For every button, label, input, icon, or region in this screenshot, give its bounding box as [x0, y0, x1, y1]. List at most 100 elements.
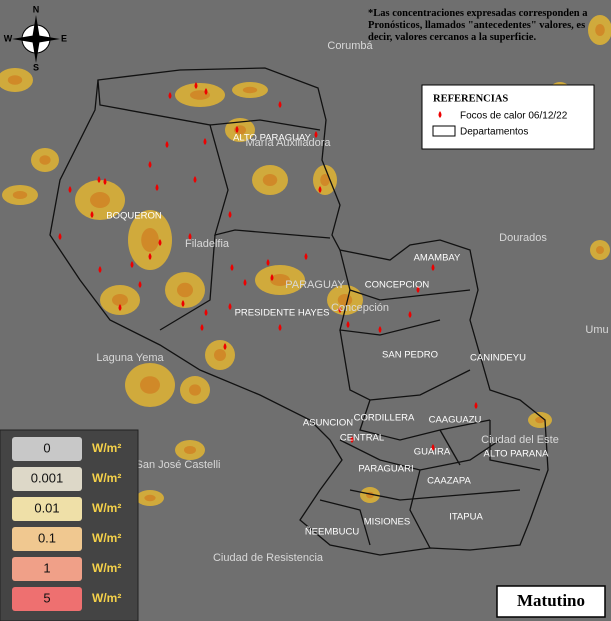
- place-label: San José Castelli: [136, 459, 221, 471]
- fire-point: [158, 239, 162, 246]
- place-label: Dourados: [499, 232, 547, 244]
- department-label: ITAPUA: [449, 512, 483, 523]
- fire-point: [228, 303, 232, 310]
- department-label: AMAMBAY: [414, 253, 461, 264]
- heat-core: [39, 155, 51, 165]
- heat-core: [320, 174, 330, 186]
- fire-point: [431, 264, 435, 271]
- scale-value: 0.01: [34, 500, 59, 515]
- fire-point: [148, 161, 152, 168]
- fire-point: [278, 101, 282, 108]
- place-label: Umu: [585, 324, 608, 336]
- legend-item: Focos de calor 06/12/22: [460, 111, 568, 122]
- scale-value: 1: [43, 560, 50, 575]
- heat-core: [141, 228, 159, 252]
- compass: N S E W: [4, 4, 67, 72]
- fire-point: [304, 253, 308, 260]
- department-label: ASUNCION: [303, 418, 353, 429]
- heat-core: [189, 384, 201, 396]
- fire-point: [228, 211, 232, 218]
- fire-point: [148, 253, 152, 260]
- scale-swatch: [12, 497, 82, 521]
- heat-core: [214, 349, 226, 361]
- compass-n: N: [33, 4, 40, 14]
- fire-point: [58, 233, 62, 240]
- fire-point: [194, 82, 198, 89]
- fire-point: [338, 306, 342, 313]
- heat-core: [184, 446, 196, 454]
- legend-item: Departamentos: [460, 127, 528, 138]
- heat-core: [112, 294, 128, 306]
- department-label: PARAGUARI: [358, 464, 413, 475]
- fire-point: [474, 402, 478, 409]
- department-label: ALTO PARAGUAY: [233, 133, 312, 144]
- fire-point: [188, 233, 192, 240]
- fire-point: [68, 186, 72, 193]
- heat-core: [140, 376, 160, 394]
- department-label: MISIONES: [364, 517, 410, 528]
- fire-point: [138, 281, 142, 288]
- department-label: ÑEEMBUCU: [305, 527, 360, 538]
- heat-core: [144, 494, 156, 502]
- department-label: CENTRAL: [340, 433, 384, 444]
- fire-point: [155, 184, 159, 191]
- department-label: GUAIRA: [414, 447, 451, 458]
- legend-box: [421, 84, 595, 150]
- scale-swatch: [12, 437, 82, 461]
- department-label: ALTO PARANA: [484, 449, 550, 460]
- fire-point: [346, 321, 350, 328]
- department-label: SAN PEDRO: [382, 350, 438, 361]
- scale-swatch: [12, 557, 82, 581]
- scale-swatch: [12, 527, 82, 551]
- compass-s: S: [33, 62, 39, 72]
- scale-unit: W/m²: [92, 471, 121, 485]
- scale-unit: W/m²: [92, 501, 121, 515]
- fire-point: [165, 141, 169, 148]
- fire-point: [431, 444, 435, 451]
- place-label: PARAGUAY: [285, 279, 345, 291]
- fire-point: [350, 436, 354, 443]
- fire-point: [266, 259, 270, 266]
- fire-point: [204, 309, 208, 316]
- fire-point: [318, 186, 322, 193]
- heat-core: [177, 282, 193, 298]
- fire-point: [278, 324, 282, 331]
- fire-point: [118, 304, 122, 311]
- scale-unit: W/m²: [92, 561, 121, 575]
- fire-point: [243, 279, 247, 286]
- place-label: Corumbá: [327, 40, 373, 52]
- place-label: Ciudad del Este: [481, 434, 559, 446]
- fire-point: [416, 286, 420, 293]
- scale-unit: W/m²: [92, 591, 121, 605]
- fire-point: [168, 92, 172, 99]
- fire-point: [270, 274, 274, 281]
- scale-swatch: [12, 467, 82, 491]
- fire-point: [200, 324, 204, 331]
- fire-point: [97, 176, 101, 183]
- place-label: María Auxiliadora: [246, 137, 332, 149]
- period: Matutino: [517, 591, 585, 610]
- department-label: CONCEPCION: [365, 280, 430, 291]
- scale-value: 0.1: [38, 530, 56, 545]
- fire-point: [181, 300, 185, 307]
- fire-point: [230, 264, 234, 271]
- fire-point: [130, 261, 134, 268]
- fire-point: [223, 343, 227, 350]
- heat-core: [262, 174, 278, 186]
- scale-value: 0: [43, 440, 50, 455]
- heat-core: [12, 191, 28, 199]
- legend-dept-icon: [432, 125, 456, 137]
- fire-point: [90, 211, 94, 218]
- fire-point: [235, 126, 239, 133]
- boundaries: [49, 67, 549, 556]
- heat-core: [535, 416, 545, 424]
- fire-point: [98, 266, 102, 273]
- heat-core: [595, 24, 605, 36]
- fire-point: [193, 176, 197, 183]
- compass-e: E: [61, 33, 67, 43]
- place-label: Laguna Yema: [96, 352, 164, 364]
- fire-point: [204, 88, 208, 95]
- scale-unit: W/m²: [92, 441, 121, 455]
- department-label: PRESIDENTE HAYES: [235, 308, 330, 319]
